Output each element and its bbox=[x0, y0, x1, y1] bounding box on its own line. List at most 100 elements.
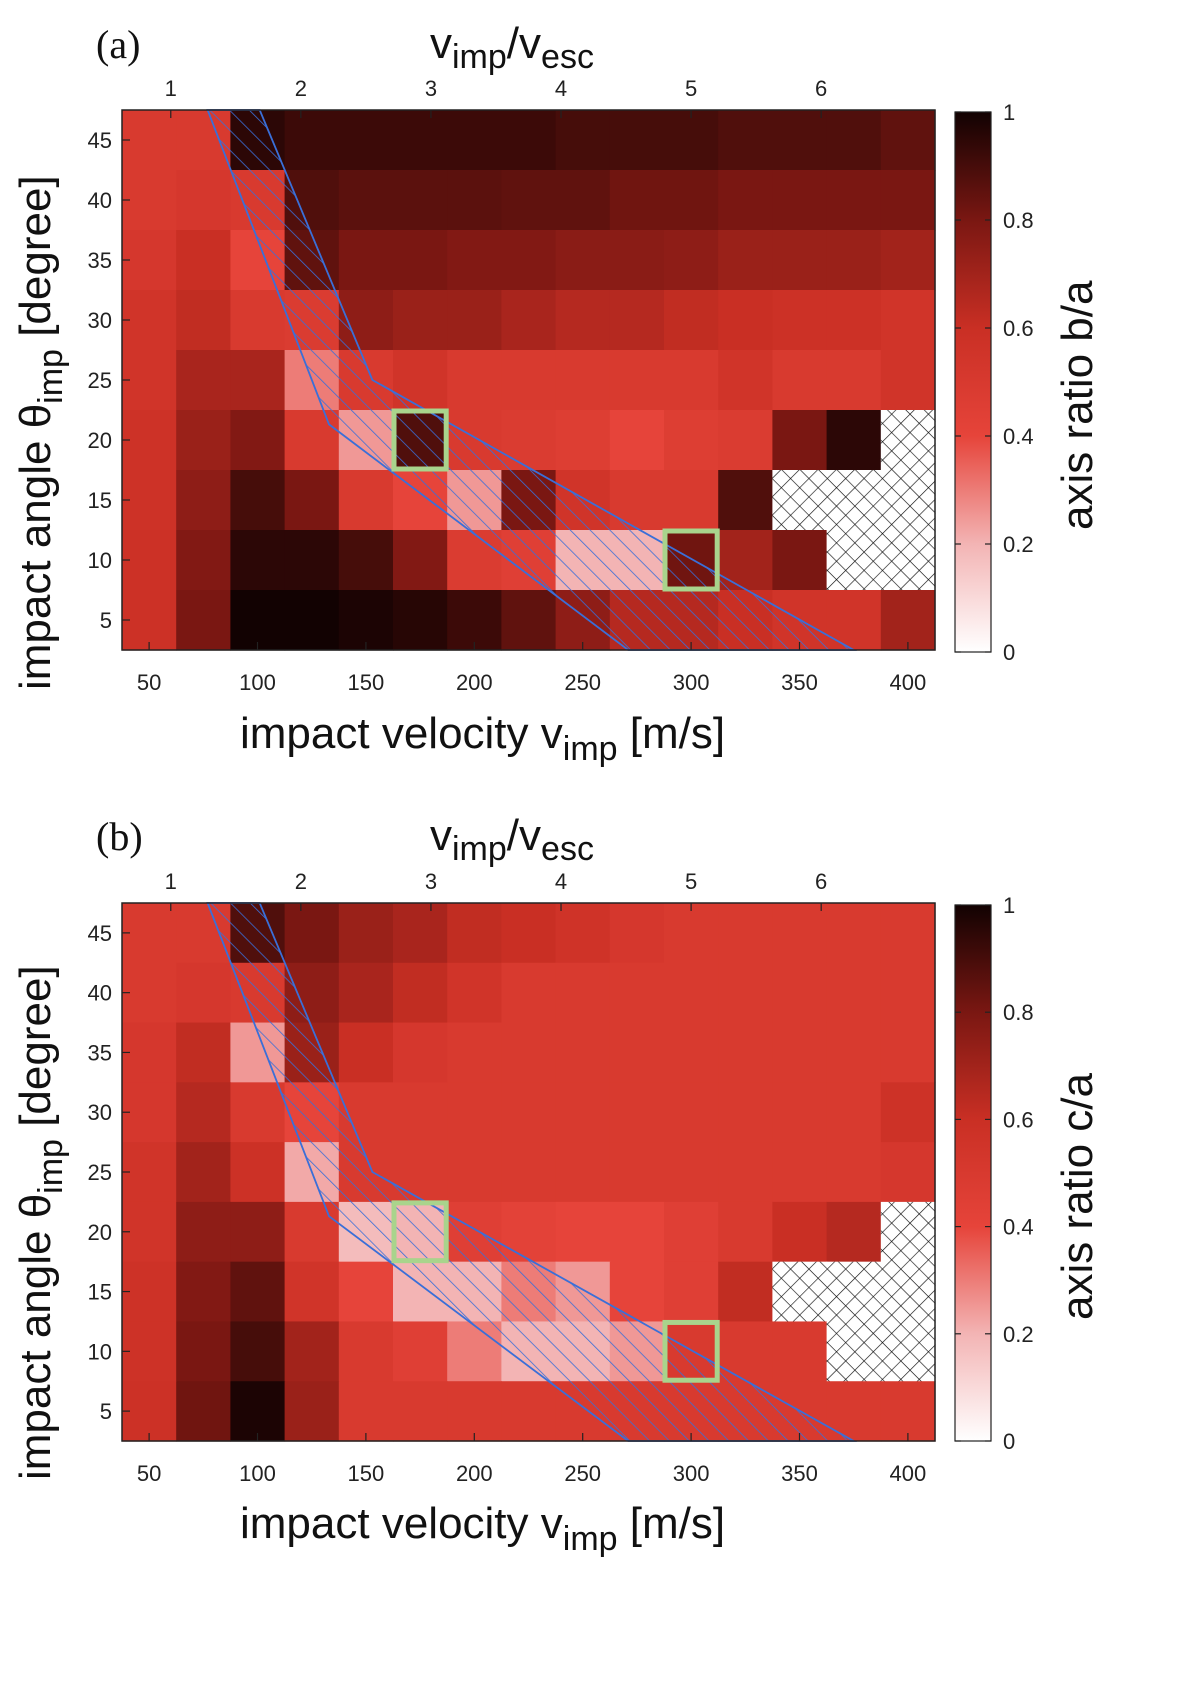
no-data-hatch bbox=[826, 1321, 882, 1382]
heatmap-cell bbox=[880, 350, 936, 411]
heatmap-cell bbox=[555, 170, 611, 231]
y-tick-label: 40 bbox=[88, 188, 112, 213]
heatmap-cell bbox=[501, 962, 557, 1024]
heatmap-cell bbox=[664, 1082, 719, 1143]
heatmap-cell bbox=[447, 590, 502, 651]
panel-a-id: (a) bbox=[96, 22, 140, 67]
panel-b-colorbar-ticks: 0 0.2 0.4 0.6 0.8 1 bbox=[955, 893, 1034, 1454]
heatmap-cell bbox=[501, 1082, 557, 1143]
top-tick-label: 4 bbox=[555, 869, 567, 894]
heatmap-cell bbox=[176, 1082, 231, 1143]
panel-b-y-axis-label: impact angle θimp [degree] bbox=[11, 965, 70, 1480]
no-data-hatch bbox=[880, 1321, 936, 1382]
heatmap-cell bbox=[284, 903, 340, 964]
heatmap-cell bbox=[718, 962, 773, 1024]
y-tick-label: 35 bbox=[88, 1040, 112, 1065]
y-tick-label: 30 bbox=[88, 308, 112, 333]
heatmap-cell bbox=[609, 1201, 665, 1263]
heatmap-cell bbox=[826, 903, 882, 964]
heatmap-cell bbox=[609, 1142, 665, 1203]
panel-a: (a) vimp/vesc 50 100 150 200 250 300 350 400 51… bbox=[11, 19, 1102, 768]
heatmap-cell bbox=[122, 1321, 177, 1382]
y-tick-label: 30 bbox=[88, 1100, 112, 1125]
heatmap-cell bbox=[230, 1381, 286, 1442]
heatmap-cell bbox=[555, 410, 611, 471]
heatmap-cell bbox=[826, 170, 882, 231]
heatmap-cell bbox=[880, 590, 936, 651]
heatmap-cell bbox=[393, 170, 448, 231]
heatmap-cell bbox=[609, 290, 665, 351]
heatmap-cell bbox=[718, 230, 773, 291]
heatmap-cell bbox=[609, 170, 665, 231]
heatmap-cell bbox=[501, 350, 557, 411]
panel-a-y-axis-label: impact angle θimp [degree] bbox=[11, 175, 70, 690]
heatmap-cell bbox=[718, 903, 773, 964]
heatmap-cell bbox=[393, 962, 448, 1024]
heatmap-cell bbox=[609, 1022, 665, 1083]
heatmap-cell bbox=[718, 350, 773, 411]
heatmap-cell bbox=[122, 470, 177, 531]
heatmap-cell bbox=[880, 903, 936, 964]
y-tick-label: 20 bbox=[88, 428, 112, 453]
heatmap-cell bbox=[718, 170, 773, 231]
heatmap-cell bbox=[447, 230, 502, 291]
heatmap-cell bbox=[122, 903, 177, 964]
heatmap-cell bbox=[230, 1082, 286, 1143]
heatmap-cell bbox=[664, 350, 719, 411]
heatmap-cell bbox=[772, 1321, 828, 1382]
heatmap-cell bbox=[122, 1381, 177, 1442]
panel-a-x-ticks: 50 100 150 200 250 300 350 400 bbox=[137, 642, 926, 695]
heatmap-cell bbox=[555, 350, 611, 411]
heatmap-cell bbox=[826, 110, 882, 171]
heatmap-cell bbox=[122, 410, 177, 471]
no-data-hatch bbox=[826, 470, 882, 531]
heatmap-cell bbox=[230, 590, 286, 651]
heatmap-cell bbox=[393, 230, 448, 291]
x-tick-label: 350 bbox=[781, 670, 818, 695]
top-tick-label: 6 bbox=[815, 76, 827, 101]
heatmap-cell bbox=[772, 230, 828, 291]
no-data-hatch bbox=[880, 1261, 936, 1323]
heatmap-cell bbox=[122, 1022, 177, 1083]
heatmap-cell bbox=[772, 170, 828, 231]
heatmap-cell bbox=[880, 1082, 936, 1143]
heatmap-cell bbox=[664, 290, 719, 351]
heatmap-cell bbox=[609, 230, 665, 291]
heatmap-cell bbox=[122, 1261, 177, 1323]
heatmap-cell bbox=[447, 962, 502, 1024]
heatmap-cell bbox=[338, 1261, 394, 1323]
top-tick-label: 5 bbox=[685, 869, 697, 894]
colorbar-tick-label: 0.4 bbox=[1003, 1215, 1034, 1240]
y-tick-label: 15 bbox=[88, 1280, 112, 1305]
heatmap-cell bbox=[447, 290, 502, 351]
heatmap-cell bbox=[338, 1381, 394, 1442]
panel-a-highlight-boxes bbox=[391, 408, 720, 592]
colorbar-tick-label: 0 bbox=[1003, 640, 1015, 665]
y-tick-label: 45 bbox=[88, 128, 112, 153]
heatmap-cell bbox=[718, 1201, 773, 1263]
heatmap-cell bbox=[122, 590, 177, 651]
colorbar-tick-label: 0.6 bbox=[1003, 1107, 1034, 1132]
heatmap-cell bbox=[176, 962, 231, 1024]
x-tick-label: 200 bbox=[456, 1461, 493, 1486]
heatmap-cell bbox=[501, 1142, 557, 1203]
x-tick-label: 100 bbox=[239, 1461, 276, 1486]
panel-b-highlight-boxes bbox=[391, 1200, 720, 1383]
heatmap-cell bbox=[393, 1082, 448, 1143]
heatmap-cell bbox=[122, 230, 177, 291]
heatmap-cell bbox=[393, 1321, 448, 1382]
x-tick-label: 150 bbox=[348, 1461, 385, 1486]
no-data-hatch bbox=[880, 1201, 936, 1263]
highlight-box bbox=[391, 408, 449, 472]
heatmap-cell bbox=[772, 530, 828, 591]
x-tick-label: 400 bbox=[890, 1461, 927, 1486]
heatmap-cell bbox=[826, 962, 882, 1024]
heatmap-cell bbox=[555, 1082, 611, 1143]
x-tick-label: 300 bbox=[673, 1461, 710, 1486]
heatmap-cell bbox=[880, 1381, 936, 1442]
x-tick-label: 200 bbox=[456, 670, 493, 695]
heatmap-cell bbox=[501, 590, 557, 651]
y-tick-label: 5 bbox=[100, 608, 112, 633]
heatmap-cell bbox=[664, 903, 719, 964]
heatmap-cell bbox=[772, 962, 828, 1024]
